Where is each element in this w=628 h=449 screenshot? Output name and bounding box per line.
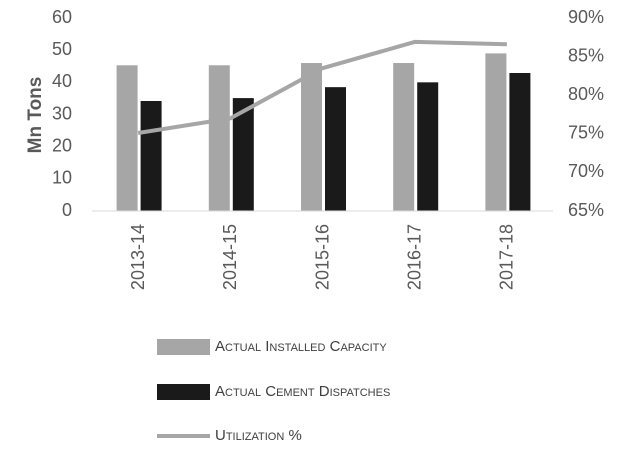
bar <box>301 63 322 212</box>
bar <box>509 73 531 211</box>
line <box>137 39 507 136</box>
x-tick-label: 2015-16 <box>312 224 332 290</box>
y2-tick-label: 85% <box>568 45 604 65</box>
y-tick-label: 60 <box>52 7 72 27</box>
bar <box>393 63 415 212</box>
y2-tick-label: 75% <box>568 123 604 143</box>
legend-label: Utilization % <box>215 427 302 444</box>
y2-tick-label: 65% <box>568 200 604 220</box>
y-tick-label: 0 <box>62 200 72 220</box>
x-tick-label: 2014-15 <box>220 224 240 290</box>
bar <box>485 53 507 212</box>
y2-tick-label: 90% <box>568 7 604 27</box>
legend-swatch <box>157 339 210 355</box>
x-tick-label: 2013-14 <box>128 224 148 290</box>
legend-label: Actual Installed Capacity <box>215 338 387 355</box>
bar <box>116 65 138 211</box>
y-tick-label: 10 <box>52 168 72 188</box>
y-axis-title: Mn Tons <box>25 77 46 154</box>
bar <box>140 100 162 211</box>
y2-tick-label: 80% <box>568 84 604 104</box>
bar <box>417 82 439 211</box>
bar <box>232 98 254 211</box>
bar <box>325 87 346 211</box>
x-tick-label: 2017-18 <box>497 224 517 290</box>
legend-swatch <box>157 384 210 400</box>
y-tick-label: 30 <box>52 103 72 123</box>
bar <box>208 65 230 211</box>
y-tick-label: 20 <box>52 135 72 155</box>
legend-label: Actual Cement Dispatches <box>215 383 390 400</box>
y-tick-label: 50 <box>52 39 72 59</box>
y2-tick-label: 70% <box>568 161 604 181</box>
y-tick-label: 40 <box>52 71 72 91</box>
x-tick-label: 2016-17 <box>404 224 424 290</box>
